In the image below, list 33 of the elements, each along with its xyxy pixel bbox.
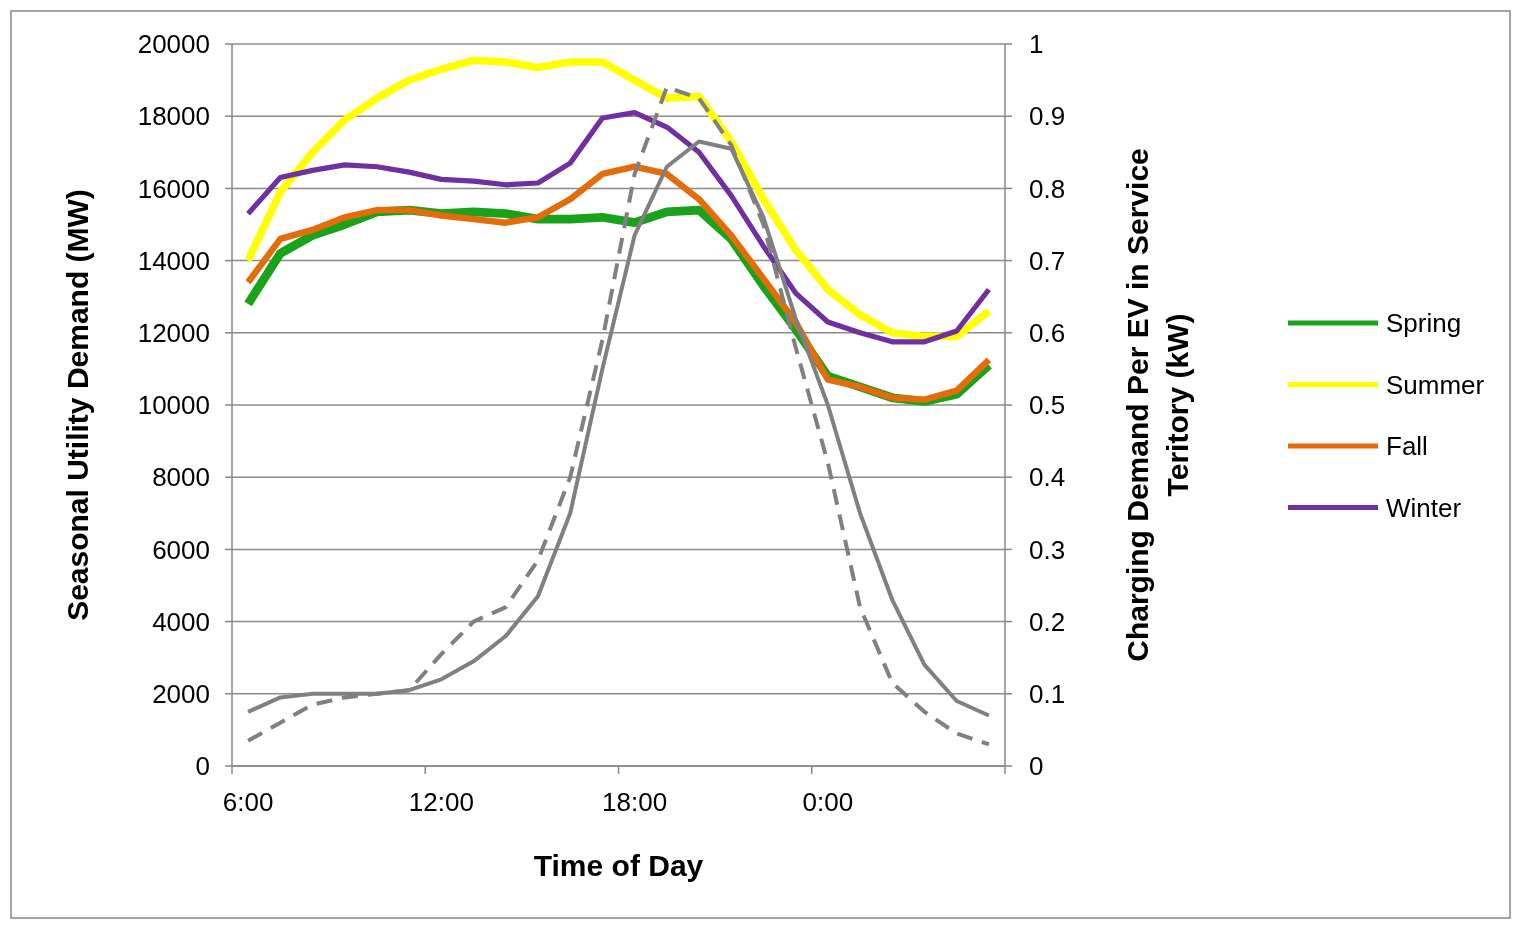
x-tick-label: 0:00 bbox=[802, 787, 854, 817]
y2-tick-label: 0.3 bbox=[1029, 534, 1066, 565]
y-tick-label: 8000 bbox=[152, 462, 210, 493]
y-tick-label: 12000 bbox=[137, 317, 210, 348]
y-tick-label: 0 bbox=[195, 751, 210, 782]
legend-label: Winter bbox=[1386, 492, 1462, 523]
y-tick-label: 4000 bbox=[152, 606, 210, 637]
legend-label: Fall bbox=[1386, 431, 1428, 462]
y-axis-title: Seasonal Utility Demand (MW) bbox=[61, 189, 94, 621]
y2-tick-label: 1 bbox=[1029, 29, 1044, 60]
legend-label: Summer bbox=[1386, 369, 1485, 400]
y-tick-label: 20000 bbox=[137, 29, 210, 60]
x-tick-label: 6:00 bbox=[222, 787, 274, 817]
legend-label: Spring bbox=[1386, 308, 1462, 339]
y2-tick-label: 0.6 bbox=[1029, 317, 1066, 348]
y2-axis-title: Charging Demand Per EV in Service Teritory (kW) bbox=[1121, 148, 1194, 662]
y-tick-label: 16000 bbox=[137, 173, 210, 204]
x-axis-title: Time of Day bbox=[533, 849, 704, 882]
y2-tick-label: 0.2 bbox=[1029, 606, 1066, 637]
y-tick-label: 2000 bbox=[152, 678, 210, 709]
y-tick-label: 18000 bbox=[137, 101, 210, 132]
y2-tick-label: 0.4 bbox=[1029, 462, 1066, 493]
x-tick-label: 12:00 bbox=[408, 787, 474, 817]
y2-tick-label: 0.1 bbox=[1029, 678, 1066, 709]
y-tick-label: 6000 bbox=[152, 534, 210, 565]
y2-tick-label: 0.8 bbox=[1029, 173, 1066, 204]
y-tick-label: 10000 bbox=[137, 390, 210, 421]
x-tick-label: 18:00 bbox=[602, 787, 668, 817]
y-tick-label: 14000 bbox=[137, 245, 210, 276]
y2-tick-label: 0 bbox=[1029, 751, 1044, 782]
y2-tick-label: 0.5 bbox=[1029, 390, 1066, 421]
y2-tick-label: 0.7 bbox=[1029, 245, 1066, 276]
y2-tick-label: 0.9 bbox=[1029, 101, 1066, 132]
